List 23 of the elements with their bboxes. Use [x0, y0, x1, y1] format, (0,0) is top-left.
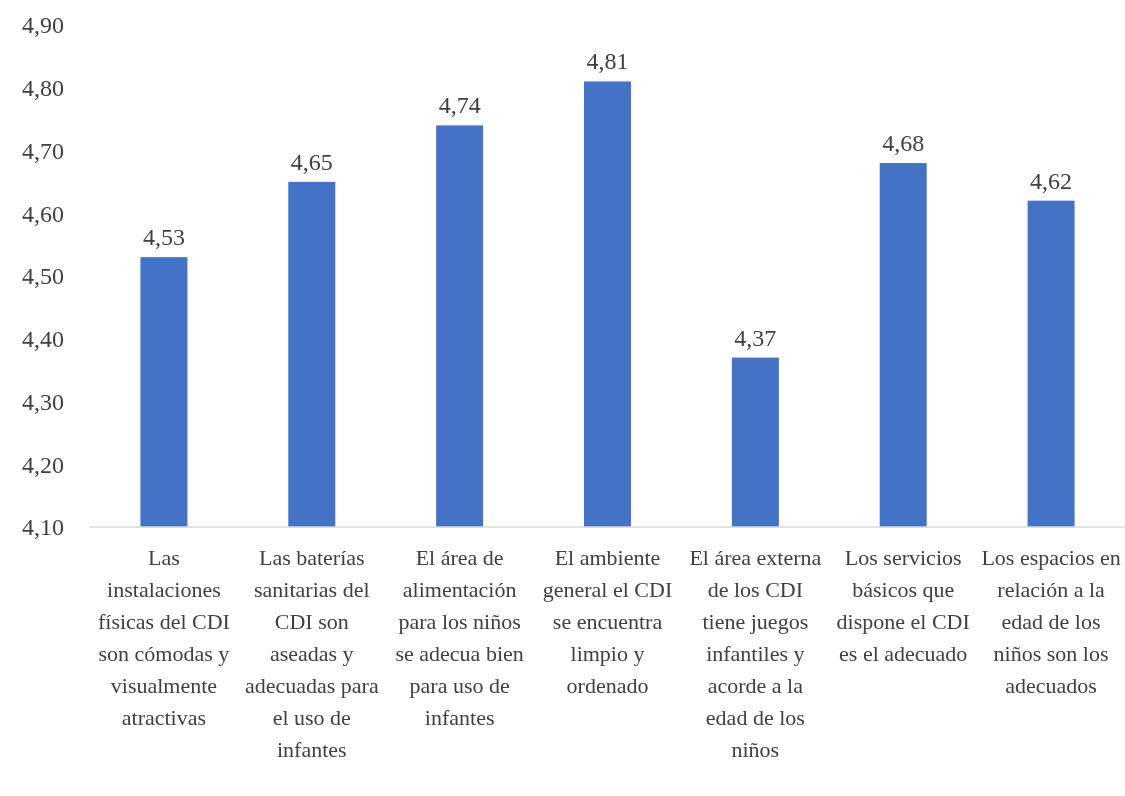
x-tick-label: El ambiente general el CDI se encuentra limpio y ordenado: [542, 545, 673, 698]
y-tick-label: 4,10: [22, 514, 64, 541]
x-tick-label: Los espacios en relación a la edad de los niños son los adecuados: [981, 545, 1121, 698]
y-tick-label: 4,40: [22, 326, 64, 353]
data-label: 4,65: [290, 148, 333, 175]
data-label: 4,68: [882, 130, 925, 157]
data-label: 4,81: [586, 48, 629, 75]
y-tick-label: 4,50: [22, 263, 64, 290]
y-tick-label: 4,60: [22, 200, 64, 227]
data-label: 4,62: [1030, 167, 1073, 194]
data-label: 4,37: [734, 324, 777, 351]
x-tick-label: Las instalaciones físicas del CDI son cómodas y visualmente atractivas: [97, 545, 230, 730]
y-tick-label: 4,20: [22, 451, 64, 478]
y-tick-label: 4,90: [22, 12, 64, 39]
x-tick-label: Las baterías sanitarias del CDI son aseadas y adecuadas para el uso de infantes: [244, 545, 379, 762]
x-tick-label: El área de alimentación para los niños se adecua bien para uso de infantes: [395, 545, 524, 730]
data-label: 4,53: [142, 224, 185, 251]
x-tick-label: El área externa de los CDI tiene juegos infantiles y acorde a la edad de los niños: [689, 545, 822, 762]
y-tick-label: 4,80: [22, 75, 64, 102]
y-tick-label: 4,30: [22, 388, 64, 415]
data-label: 4,74: [438, 92, 481, 119]
x-tick-label: Los servicios básicos que dispone el CDI es el adecuado: [836, 545, 970, 666]
y-tick-label: 4,70: [22, 137, 64, 164]
